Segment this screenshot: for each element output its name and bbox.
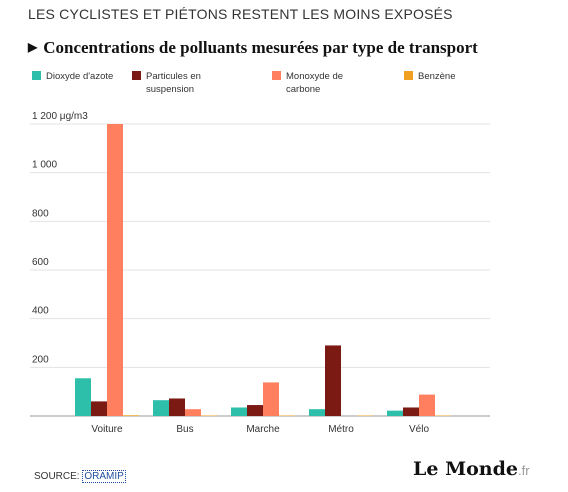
bar-marche-0 xyxy=(231,407,247,416)
x-tick-label: Métro xyxy=(328,424,354,435)
legend-swatch xyxy=(32,71,41,80)
legend-swatch xyxy=(404,71,413,80)
y-tick-label: 1 200 μg/m3 xyxy=(32,111,88,122)
logo-main: Le Monde xyxy=(413,458,518,480)
bars xyxy=(75,124,451,416)
source-label: SOURCE: xyxy=(34,471,80,482)
source-note: SOURCE: ORAMIP xyxy=(34,470,126,483)
chart-subtitle: ▶ Concentrations de polluants mesurées pa… xyxy=(28,38,478,58)
legend-swatch xyxy=(272,71,281,80)
y-tick-label: 400 xyxy=(32,306,49,317)
legend-item-dioxyde: Dioxyde d'azote xyxy=(32,70,156,83)
x-tick-labels: Voiture Bus Marche Métro Vélo xyxy=(91,424,429,435)
bar-marche-1 xyxy=(247,405,263,416)
legend-label: Particules en suspension xyxy=(146,71,201,95)
y-tick-labels: 200 400 600 800 1 000 1 200 μg/m3 xyxy=(32,111,88,365)
subtitle-text: Concentrations de polluants mesurées par… xyxy=(43,38,478,57)
legend-label: Dioxyde d'azote xyxy=(46,71,114,82)
legend-label: Benzène xyxy=(418,71,456,82)
y-tick-label: 200 xyxy=(32,354,49,365)
x-tick-label: Voiture xyxy=(91,424,123,435)
legend-item-benzene: Benzène xyxy=(404,70,528,83)
bar-voiture-3 xyxy=(123,415,139,416)
bar-voiture-2 xyxy=(107,124,123,416)
bar-vlo-0 xyxy=(387,410,403,416)
bar-marche-2 xyxy=(263,382,279,416)
legend: Dioxyde d'azote Particules en suspension… xyxy=(32,70,552,102)
y-tick-label: 800 xyxy=(32,208,49,219)
x-tick-label: Vélo xyxy=(409,424,429,435)
legend-item-particules: Particules en suspension xyxy=(132,70,236,96)
legend-swatch xyxy=(132,71,141,80)
bar-voiture-1 xyxy=(91,401,107,416)
bar-bus-2 xyxy=(185,409,201,416)
triangle-icon: ▶ xyxy=(28,40,38,54)
bar-vlo-2 xyxy=(419,394,435,416)
bar-voiture-0 xyxy=(75,378,91,416)
le-monde-logo: Le Monde.fr xyxy=(413,458,530,480)
logo-suffix: .fr xyxy=(517,463,530,478)
bar-bus-1 xyxy=(169,398,185,416)
legend-label: Monoxyde de carbone xyxy=(286,71,344,95)
y-tick-label: 600 xyxy=(32,257,49,268)
legend-item-monoxyde: Monoxyde de carbone xyxy=(272,70,366,96)
y-tick-label: 1 000 xyxy=(32,160,57,171)
x-tick-label: Marche xyxy=(246,424,280,435)
bar-mtro-0 xyxy=(309,409,325,416)
chart-headline: LES CYCLISTES ET PIÉTONS RESTENT LES MOI… xyxy=(28,6,453,22)
bar-mtro-1 xyxy=(325,345,341,416)
bar-vlo-1 xyxy=(403,407,419,416)
bar-bus-0 xyxy=(153,400,169,416)
gridlines xyxy=(30,123,490,417)
source-link[interactable]: ORAMIP xyxy=(82,470,126,483)
x-tick-label: Bus xyxy=(176,424,193,435)
